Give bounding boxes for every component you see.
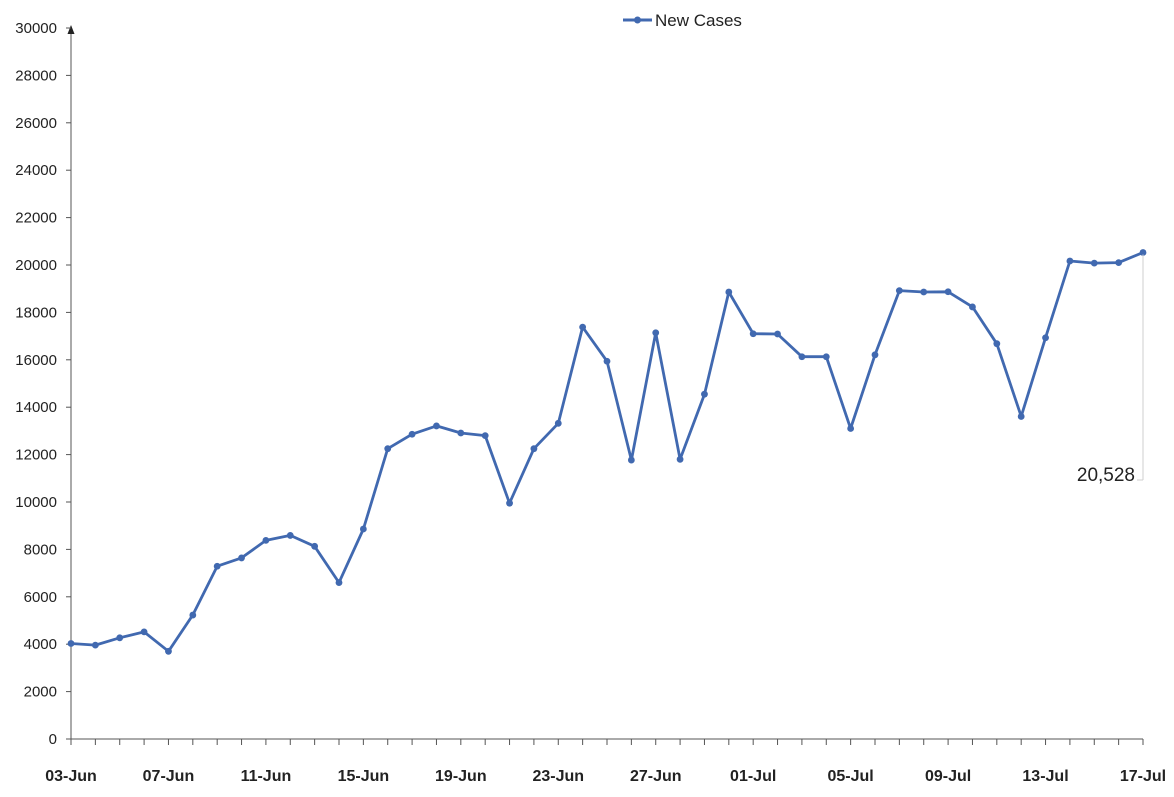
y-axis-arrow-icon	[67, 25, 75, 34]
data-point	[920, 288, 928, 296]
y-axis: 0 2000 4000 6000 8000 10000 12000 14000 16000 180…	[15, 20, 75, 748]
data-point	[213, 562, 221, 570]
y-tick-label: 12000	[15, 447, 57, 464]
x-tick-label: 03-Jun	[45, 768, 97, 785]
x-tick-label: 01-Jul	[730, 768, 776, 785]
x-tick-label: 11-Jun	[241, 768, 292, 785]
data-point	[603, 357, 611, 365]
x-tick-label: 27-Jun	[630, 768, 682, 785]
data-point	[335, 579, 343, 586]
data-point	[847, 425, 855, 432]
data-point	[1066, 257, 1074, 265]
data-point	[384, 445, 392, 453]
x-tick-label: 17-Jul	[1120, 768, 1166, 785]
y-tick-label: 14000	[15, 399, 57, 416]
x-axis: 03-Jun 07-Jun 11-Jun 15-Jun 19-Jun 23-Jun 27-J…	[45, 738, 1166, 785]
data-point	[944, 288, 952, 296]
y-tick-label: 22000	[15, 210, 57, 227]
series-line	[70, 251, 1144, 653]
data-point	[457, 429, 465, 437]
data-point	[774, 330, 781, 338]
x-tick-label: 07-Jun	[143, 768, 195, 785]
data-point	[140, 628, 148, 636]
x-tick-label: 23-Jun	[532, 768, 584, 785]
legend-marker-swatch	[634, 16, 641, 24]
data-point	[530, 445, 538, 453]
legend: New Cases	[623, 11, 742, 30]
data-point	[506, 499, 513, 507]
y-tick-label: 20000	[15, 257, 57, 274]
y-tick-label: 0	[49, 731, 57, 748]
data-point	[433, 422, 440, 430]
y-tick-label: 2000	[24, 684, 57, 701]
x-tick-label: 05-Jul	[828, 768, 874, 785]
data-point	[238, 554, 245, 562]
data-point	[1042, 334, 1049, 342]
data-point	[701, 390, 708, 398]
data-point	[67, 640, 75, 647]
data-point	[993, 340, 1001, 348]
data-point	[871, 351, 879, 359]
data-point	[1090, 259, 1098, 267]
data-point	[579, 323, 587, 331]
legend-label: New Cases	[655, 11, 742, 30]
value-annotation: 20,528	[1077, 254, 1144, 486]
y-tick-label: 6000	[24, 589, 57, 606]
data-point	[725, 288, 733, 296]
x-tick-label: 13-Jul	[1022, 768, 1068, 785]
data-point	[311, 542, 319, 550]
data-point	[676, 455, 684, 463]
data-point	[359, 525, 367, 533]
y-tick-label: 10000	[15, 494, 57, 511]
data-point	[286, 532, 294, 539]
y-tick-label: 4000	[24, 636, 57, 653]
data-point	[749, 330, 757, 338]
data-point	[189, 611, 197, 619]
data-point	[798, 353, 806, 361]
y-tick-label: 16000	[15, 352, 57, 369]
data-point	[408, 430, 416, 438]
data-point	[652, 329, 660, 337]
series-new-cases	[67, 249, 1147, 655]
y-tick-label: 8000	[24, 541, 57, 558]
data-point	[1017, 413, 1025, 420]
data-point	[554, 419, 562, 427]
y-tick-label: 18000	[15, 304, 57, 321]
data-point	[165, 647, 172, 655]
y-tick-label: 24000	[15, 162, 57, 179]
data-point	[262, 536, 270, 544]
data-point	[822, 353, 830, 361]
data-point	[627, 456, 635, 464]
x-tick-label: 19-Jun	[435, 768, 487, 785]
x-tick-label: 15-Jun	[338, 768, 390, 785]
x-tick-label: 09-Jul	[925, 768, 971, 785]
data-point	[969, 303, 976, 311]
data-point	[895, 287, 903, 294]
data-point	[481, 432, 489, 440]
data-point	[116, 634, 124, 642]
annotation-label: 20,528	[1077, 465, 1135, 486]
data-point	[1115, 259, 1123, 267]
y-tick-label: 30000	[15, 20, 57, 37]
data-point	[1139, 249, 1147, 256]
data-point	[91, 641, 99, 649]
y-tick-label: 26000	[15, 115, 57, 132]
y-tick-label: 28000	[15, 67, 57, 84]
